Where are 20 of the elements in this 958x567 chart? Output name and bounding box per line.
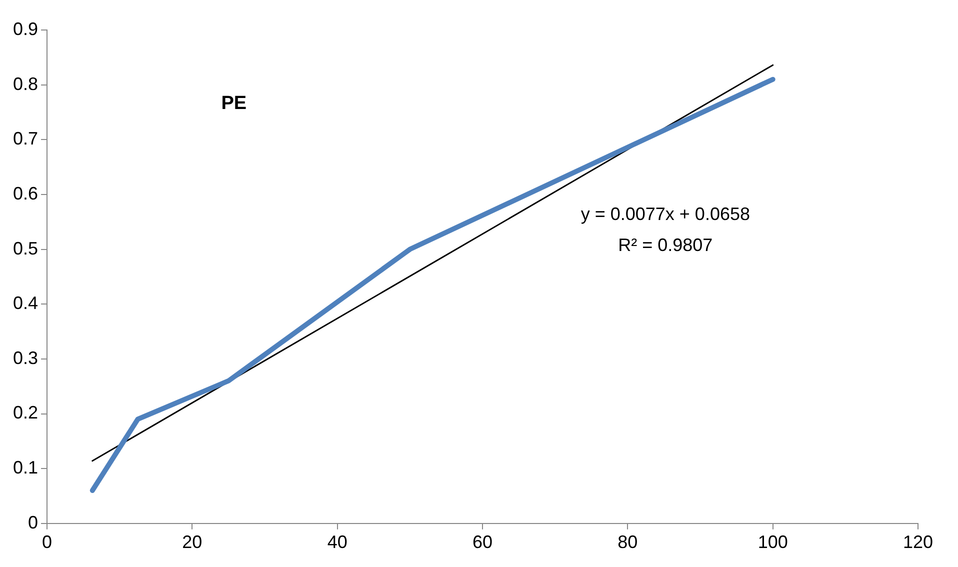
y-tick-label: 0.7 (12, 128, 38, 149)
x-tick-label: 120 (902, 532, 934, 552)
x-tick-label: 80 (618, 532, 638, 552)
annotation: PE (221, 93, 247, 114)
x-tick-label: 100 (758, 532, 788, 552)
x-tick-label: 20 (182, 532, 202, 552)
annotation: R² = 0.9807 (618, 234, 713, 255)
y-tick-label: 0.2 (12, 402, 38, 423)
y-tick-label: 0.6 (12, 183, 38, 204)
x-tick-label: 60 (472, 532, 493, 552)
y-tick-label: 0 (28, 512, 38, 532)
y-tick-label: 0.8 (12, 74, 38, 94)
annotation: y = 0.0077x + 0.0658 (580, 204, 750, 224)
y-tick-label: 0.5 (12, 238, 38, 258)
x-tick-label: 0 (42, 532, 52, 552)
y-tick-label: 0.1 (12, 458, 38, 478)
y-tick-label: 0.4 (12, 293, 38, 314)
y-tick-label: 0.9 (12, 18, 38, 39)
y-tick-label: 0.3 (12, 348, 38, 368)
x-tick-label: 40 (327, 532, 348, 552)
